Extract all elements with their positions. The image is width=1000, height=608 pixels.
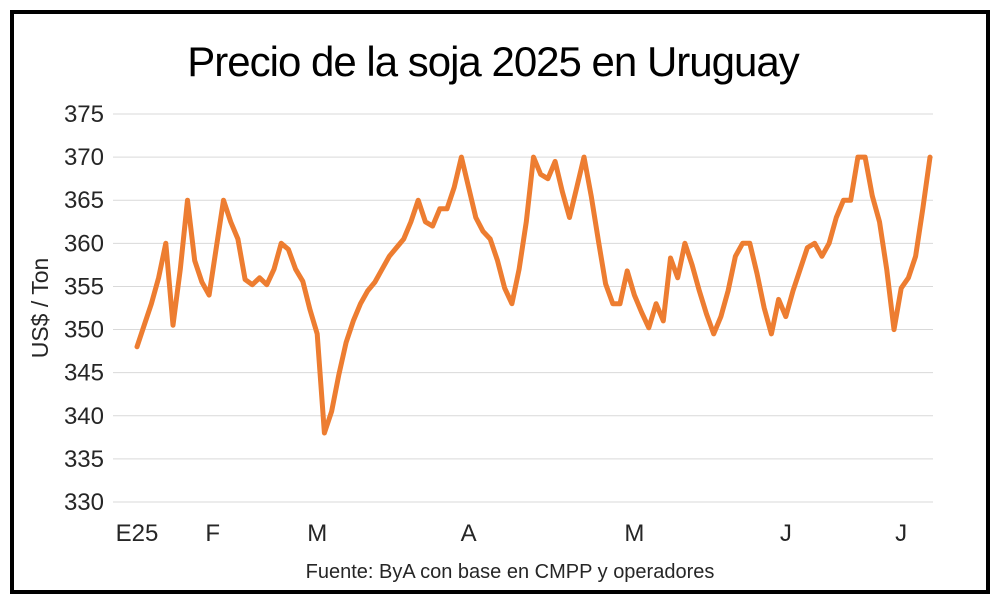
y-tick-label: 365 — [64, 187, 104, 214]
chart-border — [10, 10, 990, 594]
chart-title: Precio de la soja 2025 en Uruguay — [187, 38, 799, 85]
y-tick-labels: 375 370 365 360 355 350 345 340 335 330 — [64, 101, 104, 516]
y-tick-label: 370 — [64, 144, 104, 171]
gridlines — [113, 113, 933, 503]
x-tick-label: F — [205, 520, 220, 547]
y-tick-label: 375 — [64, 101, 104, 128]
x-tick-labels: E25 F M A M J J — [116, 520, 908, 547]
x-tick-label: E25 — [116, 520, 159, 547]
source-note: Fuente: ByA con base en CMPP y operadore… — [306, 561, 715, 583]
y-tick-label: 360 — [64, 230, 104, 257]
y-tick-label: 330 — [64, 489, 104, 516]
x-tick-label: J — [780, 520, 792, 547]
x-tick-label: J — [895, 520, 907, 547]
x-tick-label: A — [461, 520, 477, 547]
y-tick-label: 335 — [64, 446, 104, 473]
y-tick-label: 355 — [64, 273, 104, 300]
price-line — [134, 154, 933, 436]
y-tick-label: 350 — [64, 317, 104, 344]
y-tick-label: 340 — [64, 403, 104, 430]
y-axis-title: US$ / Ton — [27, 258, 53, 359]
x-tick-label: M — [307, 520, 327, 547]
y-tick-label: 345 — [64, 360, 104, 387]
x-tick-label: M — [624, 520, 644, 547]
series-group — [134, 154, 933, 436]
